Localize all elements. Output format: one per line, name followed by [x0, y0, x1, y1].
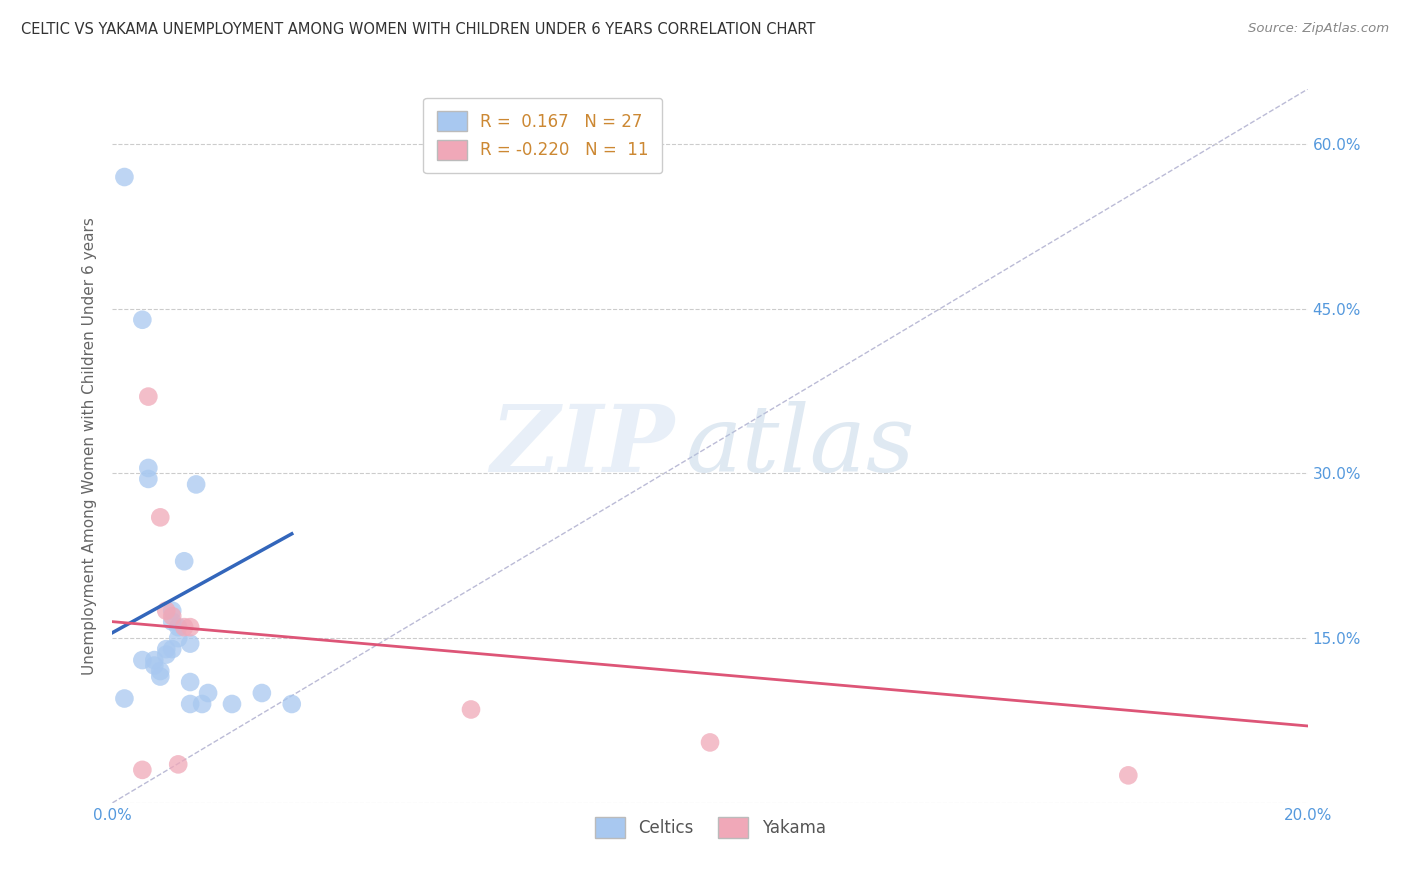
Point [167, 631, 190, 645]
Point [173, 554, 195, 568]
Text: CELTIC VS YAKAMA UNEMPLOYMENT AMONG WOMEN WITH CHILDREN UNDER 6 YEARS CORRELATIO: CELTIC VS YAKAMA UNEMPLOYMENT AMONG WOME… [21, 22, 815, 37]
Point [179, 675, 201, 690]
Point [114, 169, 135, 184]
Point [221, 697, 243, 711]
Point [179, 620, 201, 634]
Point [155, 604, 177, 618]
Point [162, 609, 183, 624]
Point [114, 691, 135, 706]
Text: Source: ZipAtlas.com: Source: ZipAtlas.com [1249, 22, 1389, 36]
Point [155, 642, 177, 657]
Point [143, 658, 166, 673]
Point [1118, 768, 1140, 782]
Point [138, 461, 160, 475]
Text: atlas: atlas [686, 401, 915, 491]
Point [281, 697, 304, 711]
Y-axis label: Unemployment Among Women with Children Under 6 years: Unemployment Among Women with Children U… [82, 217, 97, 675]
Point [179, 637, 201, 651]
Legend: Celtics, Yakama: Celtics, Yakama [588, 811, 832, 845]
Point [179, 697, 201, 711]
Point [155, 648, 177, 662]
Point [149, 664, 172, 678]
Point [162, 604, 183, 618]
Point [186, 477, 208, 491]
Point [149, 510, 172, 524]
Point [197, 686, 219, 700]
Point [138, 472, 160, 486]
Point [460, 702, 482, 716]
Point [149, 669, 172, 683]
Text: ZIP: ZIP [489, 401, 675, 491]
Point [250, 686, 273, 700]
Point [131, 653, 153, 667]
Point [143, 653, 166, 667]
Point [131, 763, 153, 777]
Point [167, 620, 190, 634]
Point [191, 697, 214, 711]
Point [162, 642, 183, 657]
Point [131, 312, 153, 326]
Point [167, 757, 190, 772]
Point [162, 615, 183, 629]
Point [173, 620, 195, 634]
Point [699, 735, 721, 749]
Point [138, 390, 160, 404]
